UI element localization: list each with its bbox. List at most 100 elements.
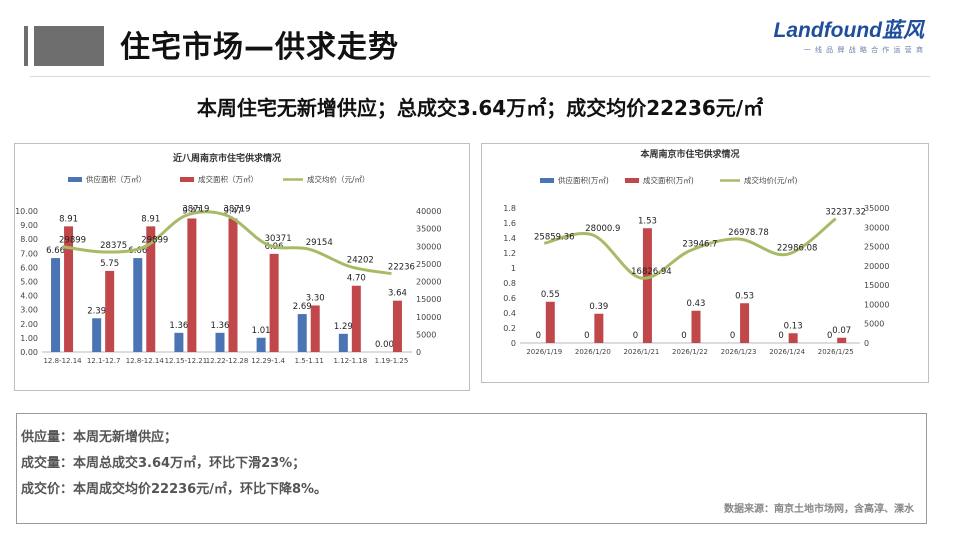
legend-swatch — [540, 178, 554, 183]
y-left-tick-label: 0.8 — [503, 279, 516, 288]
bar-data-label: 2.39 — [87, 306, 106, 316]
bar-data-label: 1.36 — [211, 321, 230, 331]
legend-label: 成交面积（万㎡） — [198, 174, 258, 184]
y-right-tick-label: 40000 — [416, 207, 441, 216]
bar — [256, 337, 266, 352]
chart-panel-eight-weeks: 近八周南京市住宅供求情况 供应面积（万㎡） 成交面积（万㎡） 成交均价（元/㎡） 0.0… — [14, 143, 470, 391]
bar — [788, 333, 798, 343]
bar — [64, 226, 74, 352]
bar — [51, 258, 61, 352]
bar — [105, 270, 115, 352]
chart-title: 近八周南京市住宅供求情况 — [173, 152, 281, 164]
bar-data-label: 9.47 — [182, 206, 201, 216]
bar — [297, 314, 307, 352]
bar-data-label: 0.55 — [541, 290, 560, 300]
bar-data-label: 1.01 — [252, 326, 271, 336]
price-data-label: 22986.08 — [777, 243, 818, 253]
bar-data-label: 0 — [633, 331, 638, 341]
y-left-tick-label: 6.00 — [20, 263, 38, 272]
x-tick-label: 2026/1/22 — [672, 348, 708, 356]
y-left-tick-label: 0.2 — [503, 324, 516, 333]
legend-swatch — [625, 178, 639, 183]
price-data-label: 28000.9 — [585, 224, 620, 234]
y-right-tick-label: 0 — [416, 348, 421, 357]
bar-data-label: 0.07 — [832, 326, 851, 336]
y-right-tick-label: 35000 — [416, 225, 441, 234]
bar-data-label: 1.53 — [638, 216, 657, 226]
x-tick-label: 2026/1/19 — [526, 348, 562, 356]
bar — [174, 332, 184, 352]
y-left-tick-label: 8.00 — [20, 235, 38, 244]
y-right-tick-label: 20000 — [864, 262, 889, 271]
bar-data-label: 8.91 — [59, 214, 78, 224]
y-right-tick-label: 35000 — [864, 204, 889, 213]
price-data-label: 25859.36 — [534, 232, 575, 242]
bar-data-label: 3.30 — [306, 293, 325, 303]
x-tick-label: 2026/1/20 — [575, 348, 611, 356]
bar — [187, 218, 197, 352]
bar-data-label: 0.53 — [735, 291, 754, 301]
y-left-tick-label: 1.00 — [20, 334, 38, 343]
price-data-label: 22236 — [388, 263, 415, 273]
chart-title: 本周南京市住宅供求情况 — [640, 148, 739, 160]
bar — [146, 226, 156, 352]
bar — [133, 258, 143, 352]
bar — [310, 305, 320, 352]
y-right-tick-label: 25000 — [864, 243, 889, 252]
y-right-tick-label: 5000 — [864, 320, 884, 329]
bar — [691, 310, 701, 343]
summary-supply: 供应量：本周无新增供应； — [21, 430, 178, 445]
bar-data-label: 0.43 — [687, 299, 706, 309]
bar — [740, 303, 750, 343]
page-title: 住宅市场—供求走势 — [120, 30, 399, 65]
chart-panel-this-week: 本周南京市住宅供求情况 供应面积(万㎡) 成交面积(万㎡) 成交均价(元/㎡) 0 0.2… — [481, 143, 929, 383]
price-data-label: 28375 — [100, 241, 127, 251]
bar — [269, 253, 279, 352]
x-tick-label: 1.12-1.18 — [333, 357, 367, 365]
y-left-tick-label: 4.00 — [20, 292, 38, 301]
x-tick-label: 12.1-12.7 — [87, 357, 121, 365]
price-data-label: 30371 — [265, 234, 292, 244]
price-data-label: 32237.32 — [825, 208, 866, 218]
y-right-tick-label: 0 — [864, 339, 869, 348]
bar-data-label: 0.13 — [784, 321, 803, 331]
x-tick-label: 1.19-1.25 — [375, 357, 409, 365]
bar-data-label: 1.36 — [169, 321, 188, 331]
bar — [837, 337, 847, 343]
legend-label: 供应面积(万㎡) — [558, 175, 609, 185]
price-data-label: 24202 — [347, 256, 374, 266]
x-tick-label: 1.5-1.11 — [295, 357, 324, 365]
y-left-tick-label: 0.4 — [503, 309, 516, 318]
bar-data-label: 4.70 — [347, 274, 366, 284]
y-left-tick-label: 2.00 — [20, 320, 38, 329]
bar — [338, 333, 348, 352]
bar — [351, 285, 361, 352]
price-data-label: 29154 — [306, 238, 333, 248]
bar-data-label: 8.91 — [141, 214, 160, 224]
price-data-label: 38719 — [182, 205, 209, 215]
bar-data-label: 0 — [584, 331, 589, 341]
summary-deal: 成交量：本周总成交3.64万㎡，环比下滑23%； — [21, 456, 306, 471]
x-tick-label: 12.8-12.14 — [43, 357, 82, 365]
legend-label: 供应面积（万㎡） — [86, 174, 146, 184]
header-divider — [30, 76, 930, 77]
x-tick-label: 12.29-1.4 — [251, 357, 285, 365]
company-logo: Landfound蓝风 一 线 品 牌 战 略 合 作 运 营 商 — [774, 14, 924, 55]
bar-data-label: 6.66 — [128, 246, 147, 256]
x-tick-label: 12.22-12.28 — [206, 357, 249, 365]
legend-swatch — [68, 177, 82, 182]
logo-brand-text: Landfound蓝风 — [773, 19, 924, 42]
price-data-label: 29899 — [141, 236, 168, 246]
y-right-tick-label: 5000 — [416, 330, 436, 339]
summary-box: 供应量：本周无新增供应； 成交量：本周总成交3.64万㎡，环比下滑23%； 成交… — [16, 413, 927, 524]
bar-data-label: 5.75 — [100, 259, 119, 269]
x-tick-label: 2026/1/24 — [769, 348, 805, 356]
y-right-tick-label: 30000 — [416, 242, 441, 251]
y-left-tick-label: 1.6 — [503, 219, 516, 228]
legend-label: 成交均价(元/㎡) — [744, 175, 797, 185]
bar-data-label: 0.00 — [375, 340, 394, 350]
y-left-tick-label: 9.00 — [20, 221, 38, 230]
price-data-label: 29899 — [59, 236, 86, 246]
bar-data-label: 3.64 — [388, 289, 407, 299]
